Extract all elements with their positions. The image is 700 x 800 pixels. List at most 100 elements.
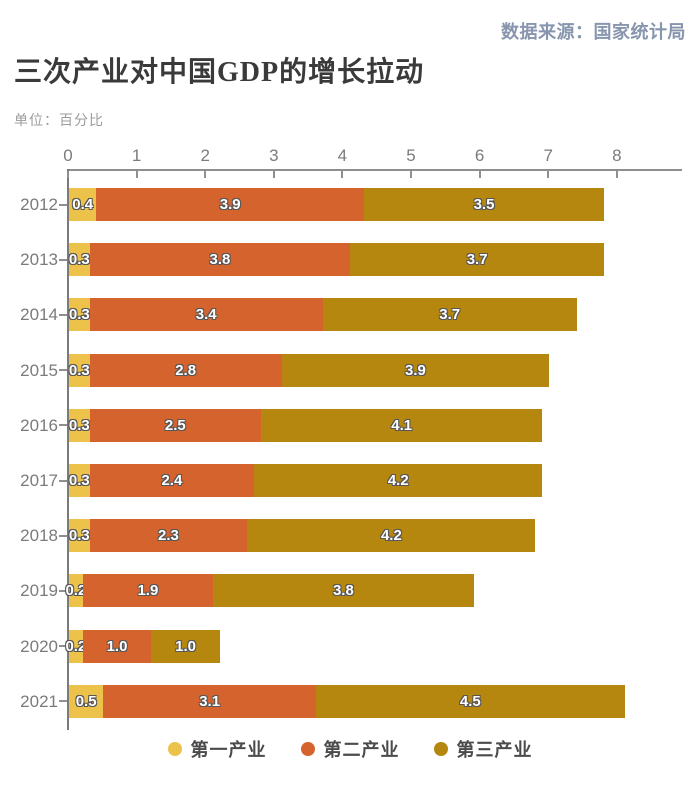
value-label: 1.0 — [106, 637, 128, 655]
bar-segment: 3.5 — [363, 188, 605, 221]
legend: 第一产业 第二产业 第三产业 — [0, 736, 700, 762]
value-label: 3.8 — [332, 582, 354, 600]
y-tick-mark — [59, 313, 67, 316]
y-axis-label: 2020 — [20, 636, 58, 656]
bar-segment: 3.4 — [89, 298, 323, 332]
value-label: 3.4 — [195, 306, 217, 324]
x-tick-mark — [204, 171, 207, 178]
chart-title: 三次产业对中国GDP的增长拉动 — [14, 57, 425, 88]
x-tick-label: 5 — [406, 146, 416, 165]
bar-row: 0.4 3.9 3.5 — [69, 188, 605, 221]
x-tick-label: 4 — [337, 146, 348, 165]
y-axis-line — [67, 169, 69, 730]
legend-dot-icon — [433, 742, 448, 756]
y-axis-label: 2019 — [20, 581, 58, 601]
x-tick-label: 2 — [200, 146, 210, 165]
x-axis-line — [67, 169, 682, 171]
value-label: 3.8 — [209, 251, 231, 269]
value-label: 1.9 — [137, 582, 159, 600]
value-label: 0.2 — [65, 582, 87, 600]
y-tick-mark — [59, 645, 67, 648]
bar-segment: 0.3 — [68, 298, 90, 332]
legend-label: 第三产业 — [456, 740, 533, 760]
bar-segment: 2.3 — [89, 519, 248, 553]
x-tick-label: 0 — [63, 146, 73, 165]
value-label: 0.5 — [75, 692, 97, 710]
y-axis-label: 2014 — [20, 305, 58, 325]
bar-segment: 0.2 — [65, 629, 86, 663]
value-label: 0.3 — [68, 361, 90, 379]
y-tick-mark — [59, 479, 67, 482]
value-label: 4.5 — [459, 692, 481, 710]
bar-segment: 4.1 — [261, 408, 543, 442]
x-tick-mark — [547, 171, 550, 178]
bar-segment: 4.2 — [254, 464, 543, 497]
bar-segment: 0.3 — [68, 408, 90, 442]
bar-row: 0.2 1.9 3.8 — [65, 574, 474, 608]
x-tick-label: 1 — [131, 146, 142, 165]
x-tick-label: 6 — [474, 146, 485, 165]
value-label: 0.4 — [72, 196, 94, 213]
y-axis-label: 2015 — [20, 360, 58, 380]
value-label: 3.7 — [439, 306, 461, 324]
legend-dot-icon — [167, 742, 182, 756]
value-label: 3.9 — [219, 196, 241, 213]
x-tick-mark — [135, 171, 138, 178]
bar-row: 0.3 3.4 3.7 — [68, 298, 577, 332]
bar-segment: 2.8 — [89, 353, 282, 387]
value-label: 2.8 — [175, 361, 197, 379]
value-label: 0.3 — [68, 416, 90, 434]
value-label: 0.2 — [65, 637, 87, 655]
legend-dot-icon — [300, 742, 315, 756]
bar-segment: 1.0 — [151, 629, 220, 663]
bar-segment: 2.5 — [89, 408, 262, 442]
data-source-note: 数据来源：国家统计局 — [501, 22, 686, 42]
bar-segment: 0.3 — [68, 353, 90, 387]
legend-item: 第三产业 — [433, 736, 533, 762]
bar-row: 0.3 2.3 4.2 — [68, 519, 536, 553]
y-tick-mark — [59, 589, 67, 592]
bar-segment: 3.9 — [281, 353, 550, 387]
x-tick-mark — [615, 171, 618, 178]
value-label: 3.5 — [473, 196, 495, 213]
y-axis-label: 2012 — [20, 195, 58, 214]
x-tick-label: 7 — [543, 146, 553, 165]
bar-row: 0.5 3.1 4.5 — [69, 684, 625, 718]
value-label: 2.3 — [158, 527, 179, 545]
x-tick-label: 8 — [612, 146, 622, 165]
value-label: 1.0 — [175, 637, 197, 655]
x-tick-mark — [341, 171, 344, 178]
legend-item: 第一产业 — [167, 736, 267, 762]
value-label: 0.3 — [68, 251, 90, 269]
bar-row: 0.3 3.8 3.7 — [68, 243, 605, 277]
bar-segment: 0.3 — [68, 519, 90, 553]
y-axis-label: 2018 — [20, 526, 58, 546]
value-label: 0.3 — [68, 527, 90, 545]
value-label: 4.1 — [391, 416, 413, 434]
y-axis-label: 2016 — [20, 415, 58, 435]
value-label: 2.4 — [161, 472, 183, 489]
value-label: 0.3 — [68, 306, 90, 324]
bar-segment: 1.0 — [82, 629, 152, 663]
bar-row: 0.2 1.0 1.0 — [65, 629, 220, 663]
value-label: 3.7 — [466, 251, 488, 269]
y-tick-mark — [59, 534, 67, 537]
bar-row: 0.3 2.5 4.1 — [68, 408, 543, 442]
bar-segment: 0.4 — [69, 188, 97, 221]
value-label: 3.1 — [199, 692, 221, 710]
y-axis-label: 2013 — [20, 250, 58, 270]
bar-segment: 1.9 — [82, 574, 214, 608]
value-label: 0.3 — [68, 472, 90, 489]
value-label: 2.5 — [164, 416, 186, 434]
value-label: 4.2 — [380, 527, 402, 545]
y-tick-mark — [59, 258, 67, 261]
bar-segment: 3.9 — [96, 188, 364, 221]
bar-segment: 0.3 — [68, 243, 90, 277]
value-label: 4.2 — [387, 472, 409, 489]
bar-segment: 2.4 — [89, 464, 255, 497]
legend-label: 第二产业 — [323, 740, 400, 760]
y-tick-mark — [59, 203, 67, 206]
legend-item: 第二产业 — [300, 736, 400, 762]
